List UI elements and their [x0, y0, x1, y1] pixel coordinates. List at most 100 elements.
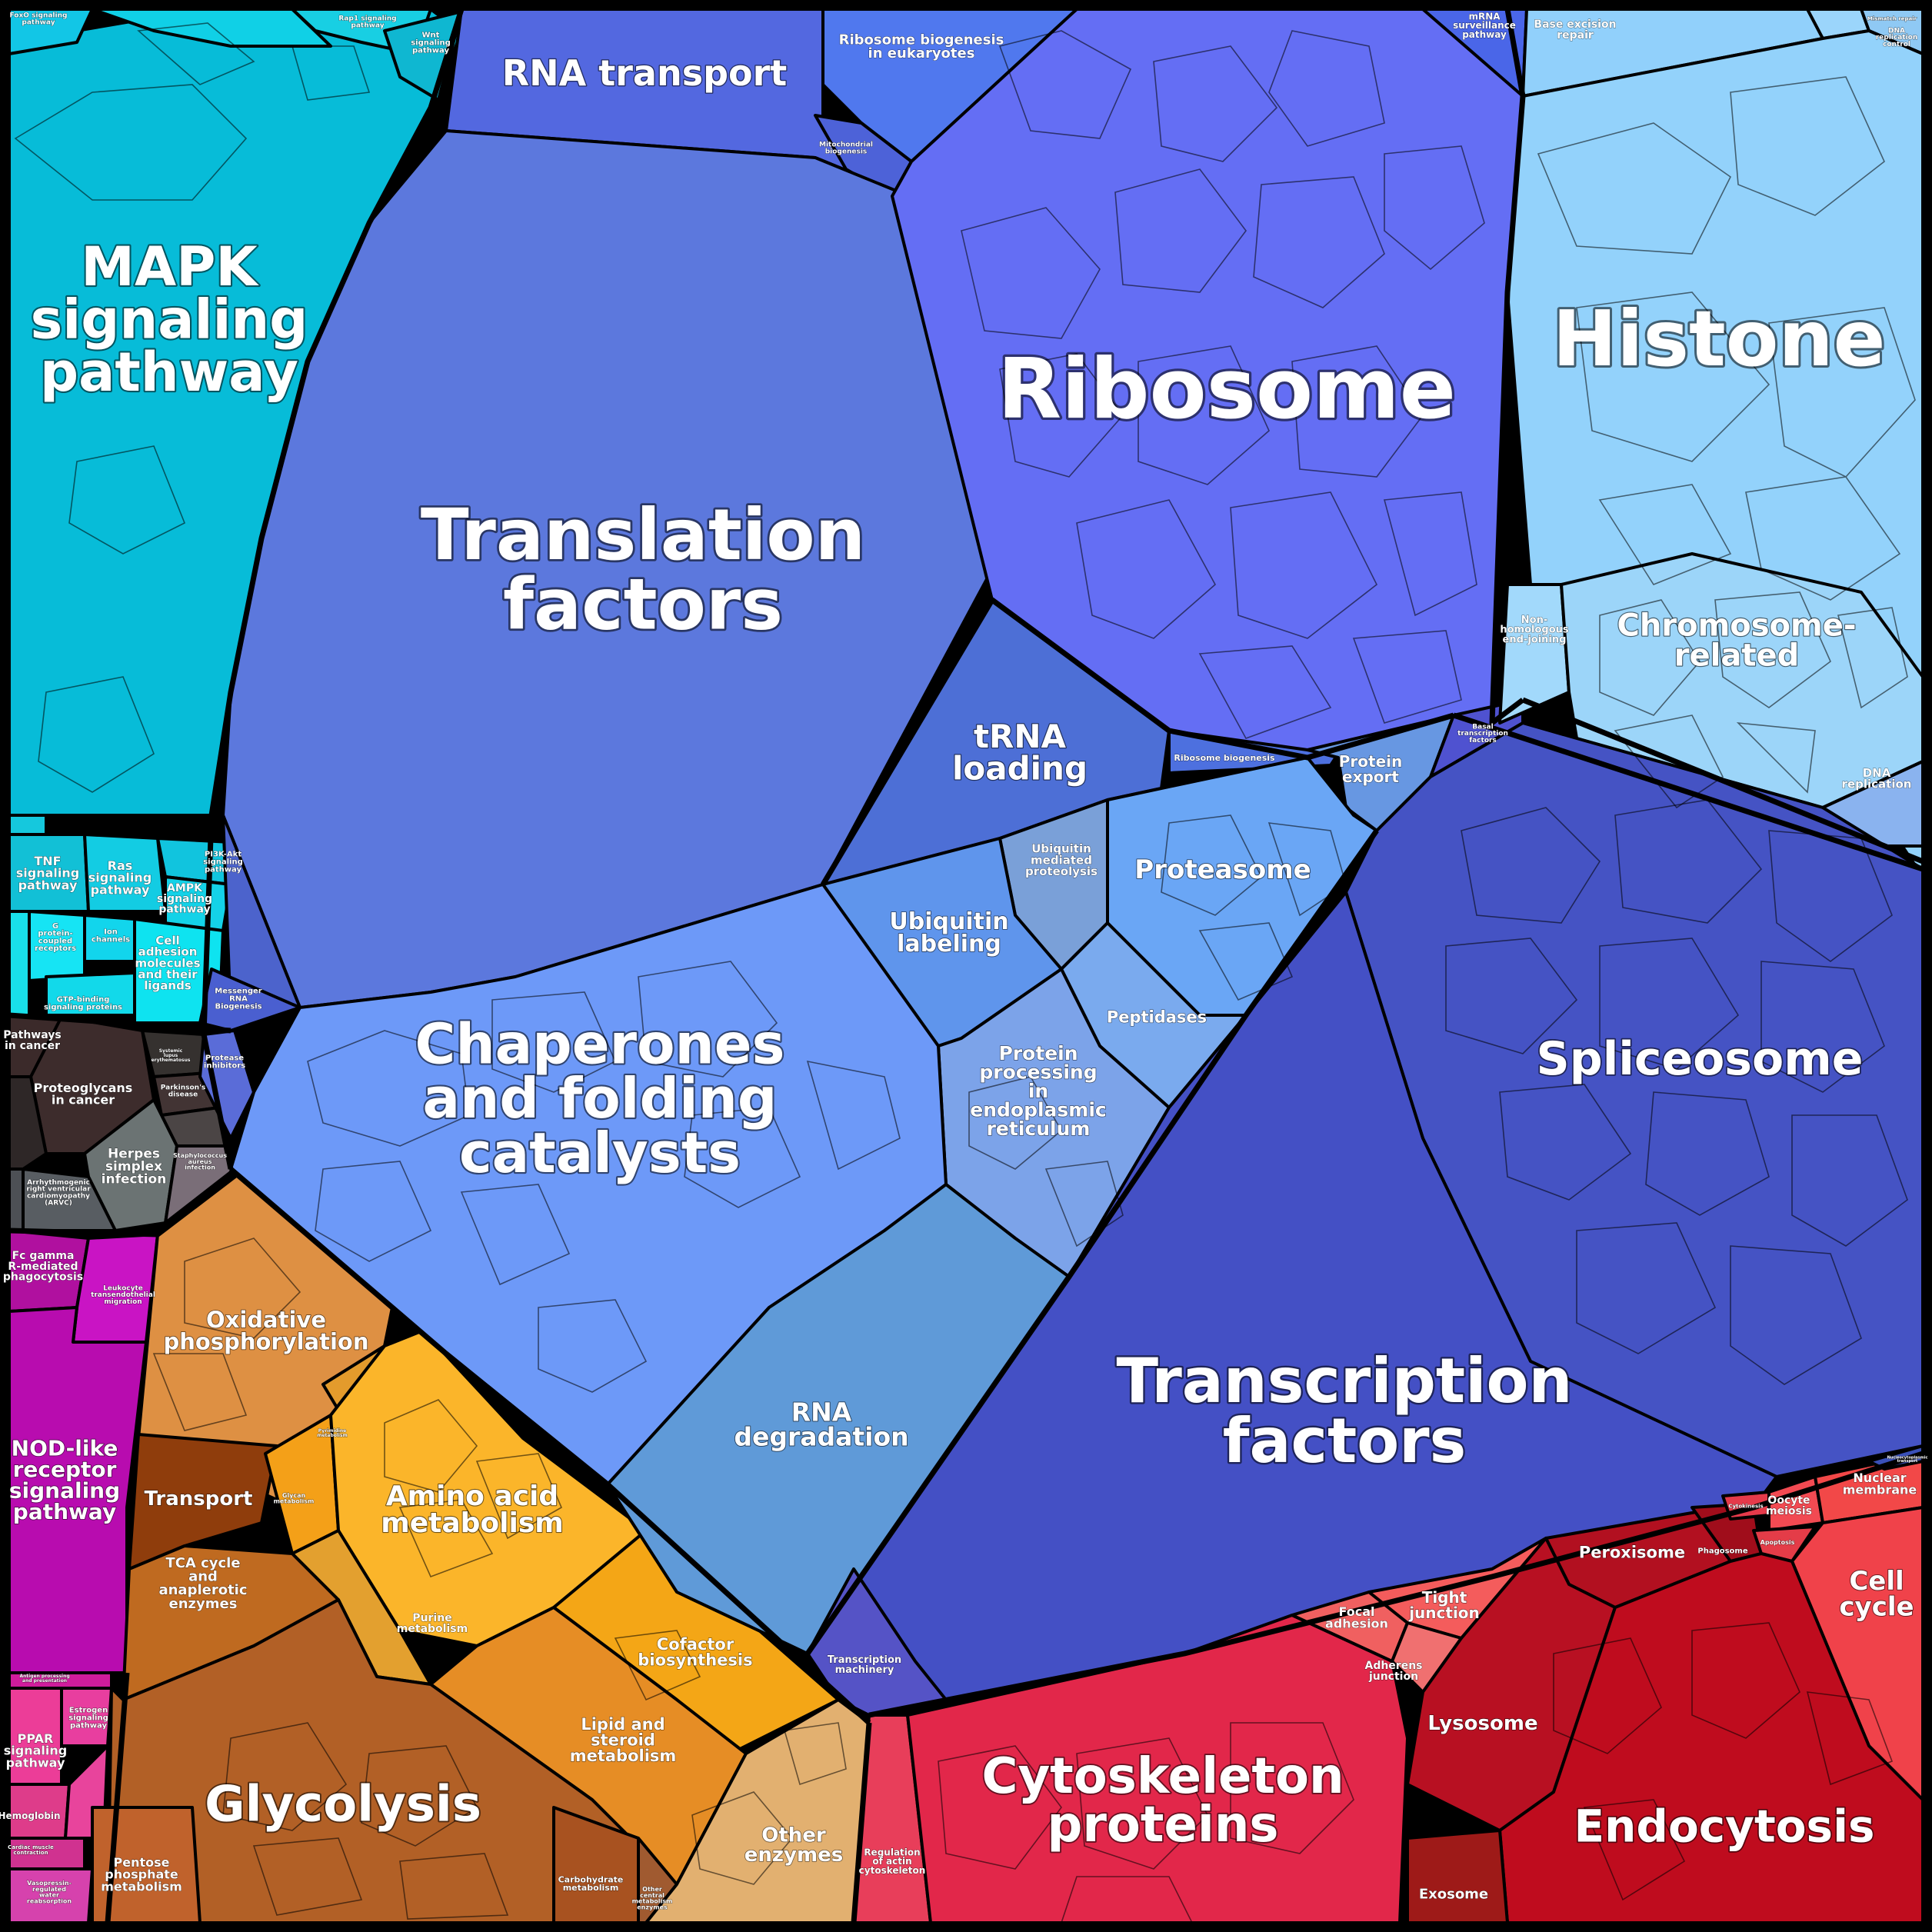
label-line: Nuclear [1853, 1471, 1906, 1485]
label-regulation-actin: Regulation of actin cytoskeleton [859, 1847, 926, 1876]
label-line: Focal [1338, 1604, 1374, 1619]
label-pathways-cancer: Pathways in cancer [3, 1029, 61, 1052]
label-fc-gamma: Fc gamma R-mediated phagocytosis [3, 1250, 83, 1283]
label-line: pathway [13, 1499, 116, 1524]
label-nhej: Non-homologous end-joining [1500, 615, 1569, 645]
label-line: metabolism [570, 1747, 677, 1765]
label-line: and folding [423, 1066, 778, 1131]
label-line: membrane [1843, 1482, 1917, 1497]
label-line: Herpes [108, 1146, 160, 1161]
label-line: AMPK [167, 882, 203, 894]
label-apoptosis: Apoptosis [1760, 1539, 1795, 1546]
label-line: Endocytosis [1574, 1800, 1875, 1852]
label-line: machinery [835, 1664, 894, 1676]
label-line: Histone [1552, 294, 1885, 384]
label-translation-factors: Translation factors [421, 494, 865, 645]
label-line: Oxidative [206, 1307, 326, 1333]
label-messenger-rna: Messenger RNA Biogenesis [215, 988, 261, 1011]
label-line: pathway [1462, 29, 1507, 40]
label-antigen: Antigen processing and presentation [19, 1674, 69, 1684]
label-dna-replication-control: DNA replication control [1876, 27, 1918, 48]
label-line: DNA [1863, 766, 1891, 780]
label-line: Protein [1339, 752, 1402, 771]
label-line: channels [92, 935, 130, 944]
label-cytokinesis: Cytokinesis [1728, 1503, 1763, 1509]
label-line: loading [952, 749, 1088, 787]
label-line: and their [138, 968, 198, 981]
label-exosome: Exosome [1419, 1886, 1488, 1902]
label-line: PI3K-Akt [205, 851, 242, 859]
label-line: biosynthesis [638, 1651, 752, 1670]
label-rap1: Rap1 signaling pathway [338, 15, 396, 30]
label-line: end-joining [1503, 634, 1567, 645]
label-ampk: AMPK signaling pathway [157, 882, 212, 915]
label-line: TNF [34, 854, 61, 868]
label-line: Amino acid [386, 1481, 558, 1512]
label-line: Ion [104, 928, 118, 937]
label-line: infection [185, 1164, 215, 1171]
label-line: metabolism [632, 1898, 673, 1905]
label-line: degradation [734, 1422, 908, 1452]
label-line: reticulum [987, 1118, 1091, 1140]
label-line: Protease [205, 1054, 244, 1063]
label-ribosome-biogenesis-euk: Ribosome biogenesis in eukaryotes [839, 32, 1004, 62]
label-line: Hemoglobin [0, 1810, 61, 1821]
label-tca: TCA cycle and anaplerotic enzymes [158, 1555, 247, 1612]
label-mrna-surveillance: mRNA surveillance pathway [1453, 11, 1516, 40]
label-line: signaling [68, 1714, 108, 1723]
label-gtp-binding: GTP-binding signaling proteins [44, 996, 122, 1012]
label-line: PPAR [18, 1731, 54, 1746]
label-wnt: Wnt signaling pathway [411, 32, 451, 55]
label-line: Oocyte [1767, 1494, 1810, 1507]
label-line: Ribosome biogenesis [839, 32, 1004, 48]
label-line: Base excision [1534, 18, 1616, 31]
label-line: Ubiquitin [1031, 842, 1091, 856]
label-arvc: Arrhythmogenic right ventricular cardiomyo… [26, 1179, 91, 1207]
label-line: factors [503, 563, 783, 645]
label-line: phosphorylation [163, 1328, 368, 1354]
label-line: RNA transport [502, 52, 788, 94]
label-herpes: Herpes simplex infection [102, 1146, 167, 1187]
label-line: pathway [158, 904, 210, 916]
label-foxo: FoxO signaling pathway [10, 12, 68, 27]
label-line: pathway [22, 19, 55, 27]
label-line: coupled [38, 937, 72, 945]
label-cofactor: Cofactor biosynthesis [638, 1635, 752, 1670]
label-line: lupus [164, 1053, 178, 1058]
label-transcription-machinery: Transcription machinery [828, 1654, 901, 1676]
label-line: G [52, 922, 58, 931]
label-dna-replication: DNA replication [1842, 766, 1912, 791]
label-peroxisome: Peroxisome [1579, 1543, 1685, 1561]
label-line: RNA [791, 1397, 852, 1427]
label-line: Pentose [114, 1855, 170, 1870]
label-trna: tRNA loading [952, 718, 1088, 787]
label-amino-acid: Amino acid metabolism [381, 1481, 564, 1539]
label-line: Biogenesis [215, 1002, 261, 1011]
label-line: replication [1842, 778, 1912, 791]
label-line: cycle [1839, 1592, 1914, 1623]
label-line: Proteasome [1134, 854, 1311, 885]
label-line: pathway [351, 22, 384, 30]
label-line: surveillance [1453, 20, 1516, 31]
label-line: Translation [421, 494, 865, 576]
label-line: signaling [9, 1478, 120, 1504]
label-line: factors [1223, 1405, 1466, 1477]
label-line: pathway [205, 865, 242, 874]
label-line: ligands [144, 979, 192, 993]
label-line: contraction [13, 1850, 48, 1856]
label-line: Mitochondrial [819, 142, 873, 149]
label-mapk: MAPK signaling pathway [31, 235, 308, 404]
label-pentose: Pentose phosphate metabolism [101, 1855, 182, 1894]
region-protein-fate [229, 756, 1378, 1655]
region-dna [1498, 8, 1924, 878]
label-line: pathway [91, 882, 150, 897]
label-line: processing [979, 1061, 1097, 1083]
label-protease-inhibitors: Protease inhibitors [204, 1054, 245, 1071]
label-line: GTP-binding [57, 996, 110, 1004]
label-line: enzymes [744, 1844, 843, 1867]
label-phagosome: Phagosome [1697, 1547, 1747, 1556]
label-line: Purine [412, 1612, 451, 1624]
label-line: meiosis [1766, 1505, 1812, 1517]
